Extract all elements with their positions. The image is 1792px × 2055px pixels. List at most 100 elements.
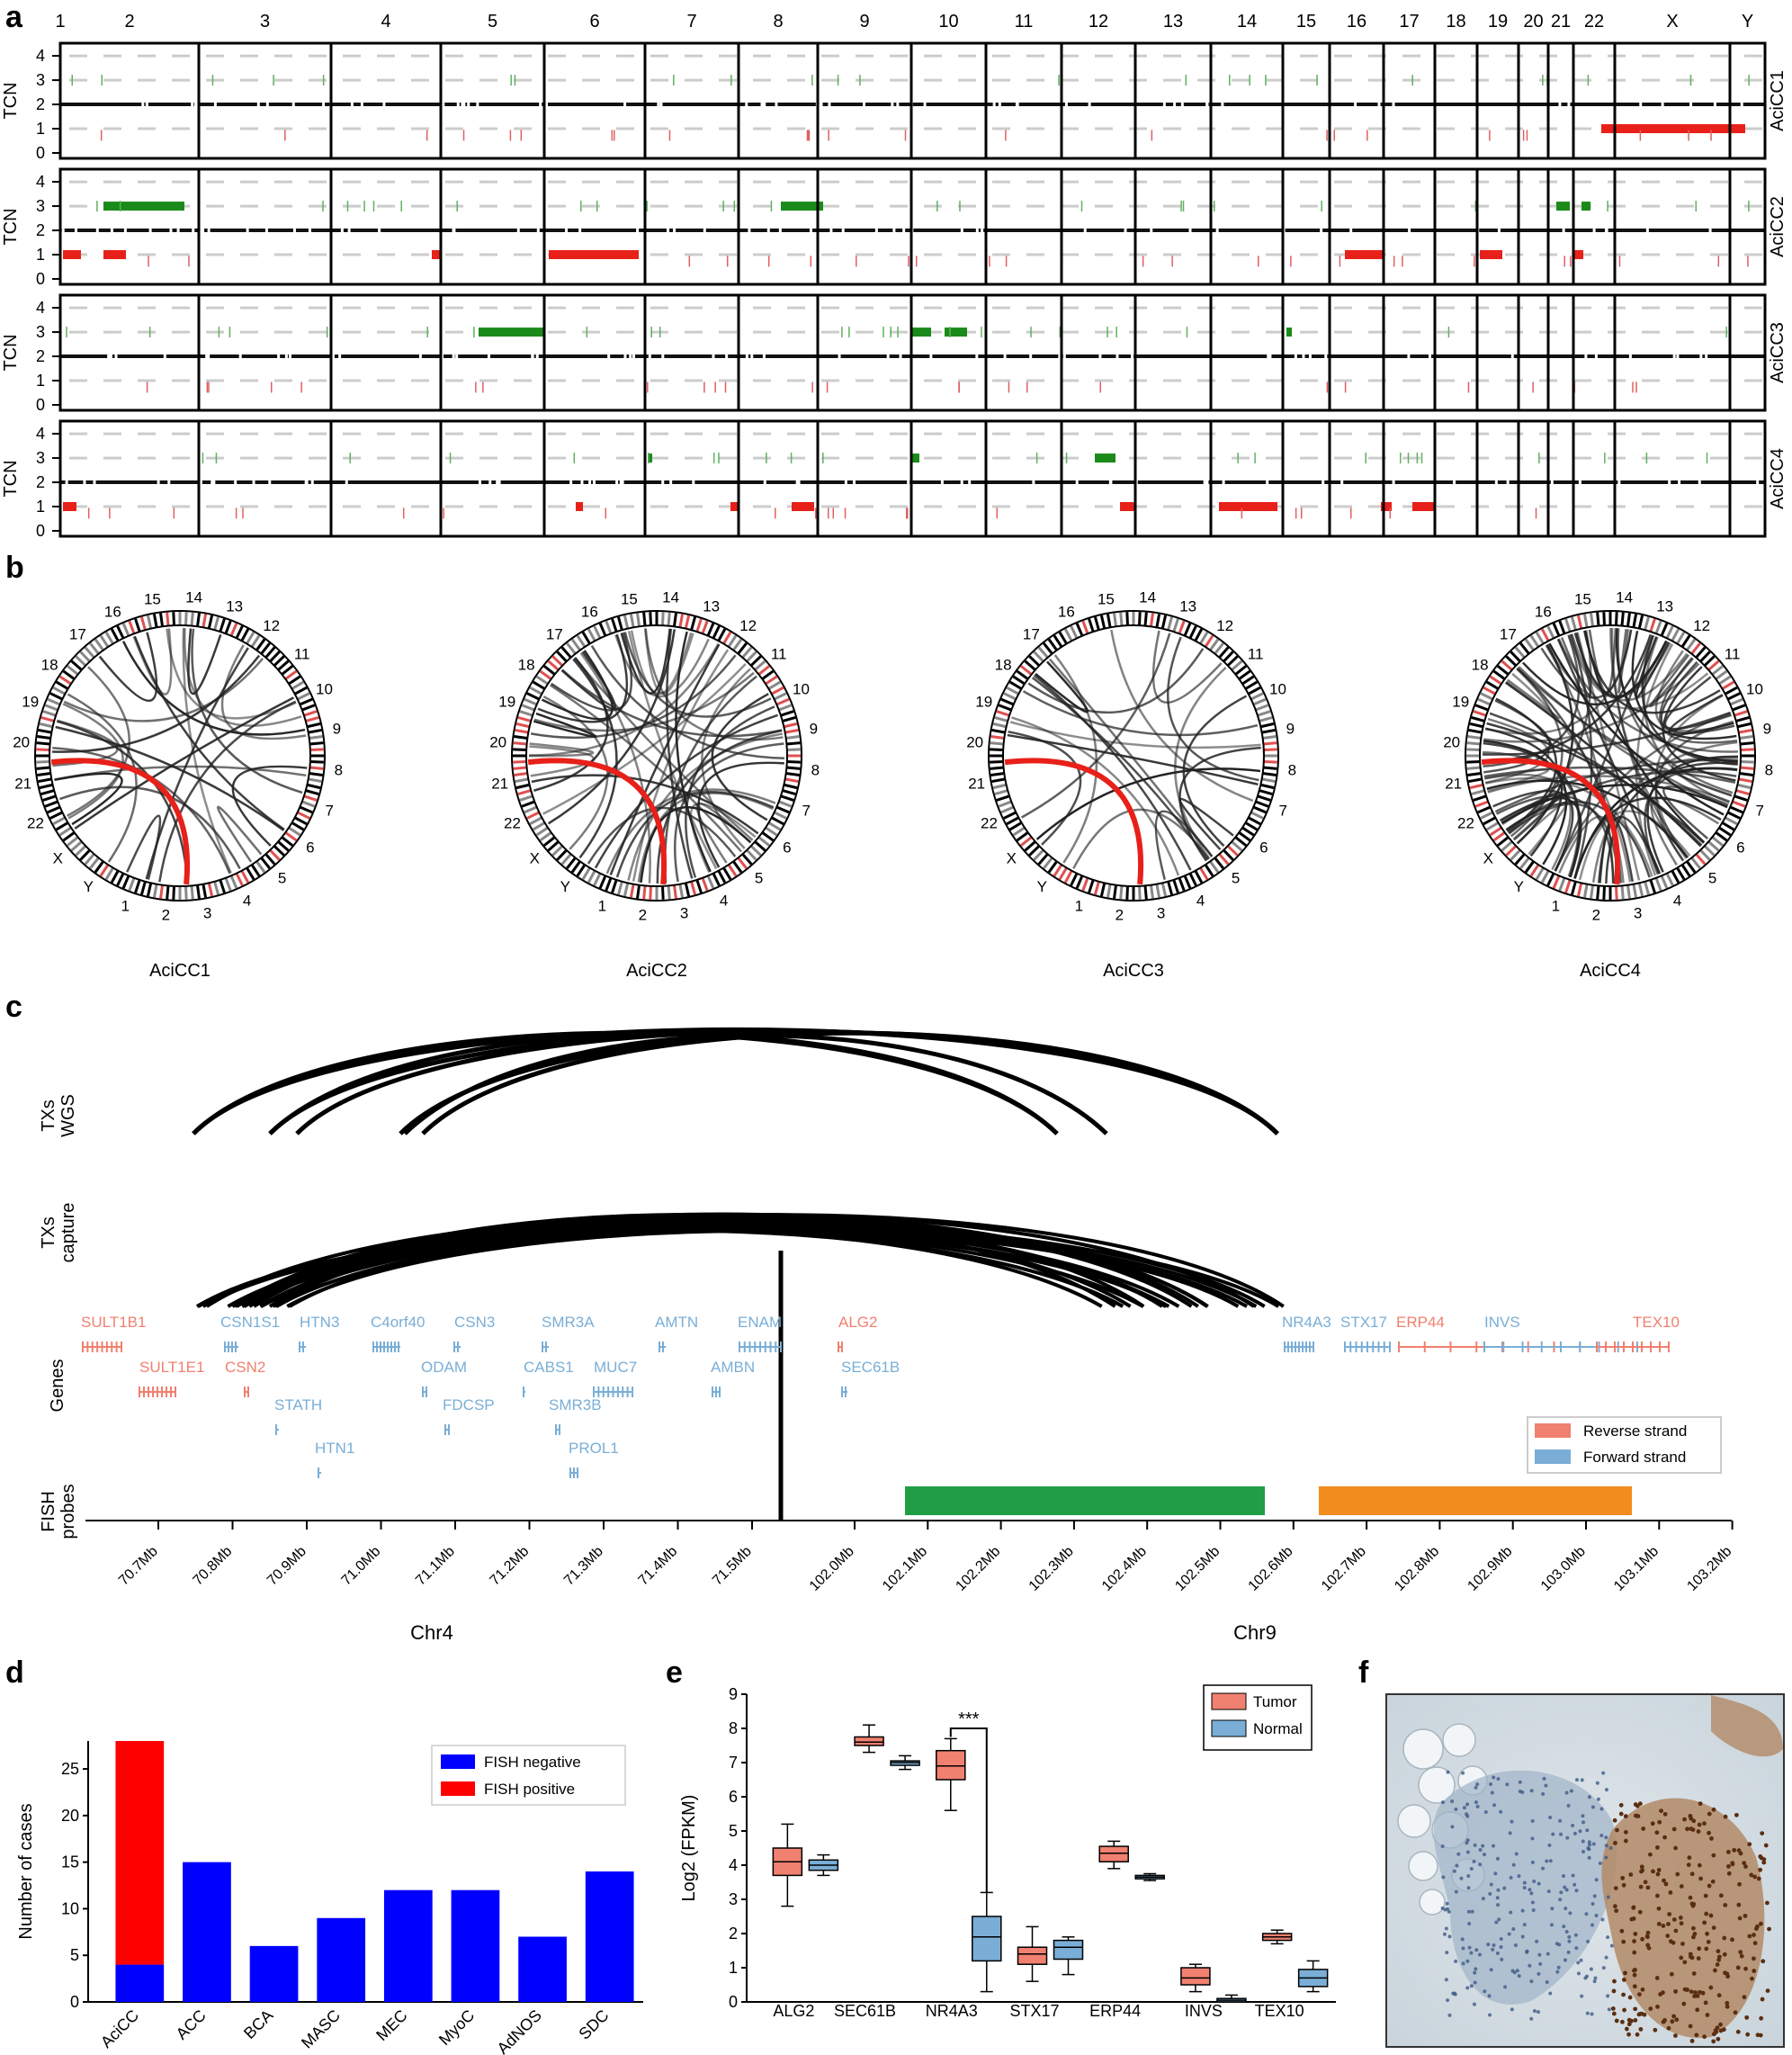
circos-chord — [1560, 632, 1592, 697]
circos-band — [1088, 879, 1095, 893]
circos-chrom-label: 3 — [1634, 904, 1642, 921]
circos-band — [66, 836, 79, 847]
circos-band — [293, 816, 308, 826]
counterstained-nucleus — [1475, 1804, 1480, 1808]
counterstained-nucleus — [1465, 1850, 1470, 1854]
circos-band — [1680, 634, 1691, 648]
circos-band — [649, 885, 652, 900]
circos-chrom-label: 18 — [518, 656, 535, 673]
counterstained-nucleus — [1571, 1824, 1575, 1828]
counterstained-nucleus — [1510, 2007, 1514, 2012]
circos-band — [166, 612, 170, 626]
circos-band — [784, 722, 798, 729]
circos-chrom-label: 7 — [326, 803, 334, 820]
counterstained-nucleus — [1568, 1911, 1572, 1916]
stained-nucleus — [1742, 1861, 1747, 1866]
circos-chord — [549, 684, 742, 853]
stained-nucleus — [1611, 2011, 1617, 2016]
circos-band — [642, 612, 647, 626]
counterstained-nucleus — [1454, 1889, 1458, 1894]
stained-nucleus — [1662, 1811, 1668, 1817]
bar-ytick-label: 20 — [61, 1807, 79, 1825]
counterstained-nucleus — [1581, 1814, 1585, 1818]
circos-band — [661, 612, 665, 626]
counterstained-nucleus — [1474, 1967, 1478, 1971]
gene-label-SMR3A: SMR3A — [542, 1314, 595, 1331]
counterstained-nucleus — [1587, 1795, 1591, 1799]
chr4-tick-label: 71.3Mb — [561, 1544, 606, 1589]
circos-band — [623, 615, 630, 629]
counterstained-nucleus — [1488, 2013, 1492, 2017]
circos-chord — [62, 703, 124, 820]
circos-band — [1053, 634, 1063, 648]
counterstained-nucleus — [1499, 1945, 1503, 1950]
circos-band — [1519, 642, 1530, 655]
circos-band — [104, 631, 114, 645]
stained-nucleus — [1626, 2017, 1632, 2023]
counterstained-nucleus — [1496, 1903, 1501, 1907]
circos-band — [1244, 680, 1259, 690]
circos-band — [513, 748, 527, 751]
counterstained-nucleus — [1520, 1934, 1525, 1939]
counterstained-nucleus — [1532, 1879, 1537, 1883]
circos-band — [992, 722, 1007, 729]
counterstained-nucleus — [1470, 1909, 1474, 1914]
stained-nucleus — [1656, 1868, 1662, 1872]
circos-band — [994, 789, 1008, 796]
counterstained-nucleus — [1601, 1771, 1606, 1775]
chrom-label-5: 5 — [488, 12, 497, 31]
circos-band — [1247, 816, 1261, 826]
fat-cell — [1397, 1804, 1431, 1838]
circos-band — [598, 875, 607, 889]
circos-band — [70, 660, 83, 671]
bar-ytick-label: 0 — [70, 1993, 79, 2011]
bar-ytick-label: 10 — [61, 1899, 79, 1917]
stained-nucleus — [1716, 1949, 1721, 1954]
panel-letter-d: d — [5, 1656, 24, 1690]
stained-nucleus — [1765, 1900, 1770, 1906]
circos-band — [1155, 614, 1161, 628]
circos-band — [1737, 783, 1752, 790]
stained-nucleus — [1718, 1893, 1724, 1898]
circos-band — [1255, 800, 1269, 808]
counterstained-nucleus — [1454, 1807, 1458, 1811]
stained-nucleus — [1645, 1934, 1650, 1940]
counterstained-nucleus — [1495, 1856, 1500, 1861]
cn-track-AciCC3: 0 1 2 3 4 TCN AciCC3 — [1, 293, 1788, 414]
circos-band — [1729, 805, 1743, 814]
stained-nucleus — [1673, 1928, 1679, 1934]
counterstained-nucleus — [1461, 1771, 1465, 1775]
counterstained-nucleus — [1443, 1907, 1447, 1912]
counterstained-nucleus — [1474, 1785, 1478, 1790]
circos-band — [58, 675, 72, 686]
stained-nucleus — [1736, 1902, 1742, 1907]
circos-band — [1485, 680, 1500, 690]
circos-chrom-label: 5 — [278, 870, 286, 887]
counterstained-nucleus — [1530, 1860, 1535, 1864]
stained-nucleus — [1678, 1916, 1683, 1920]
stained-nucleus — [1675, 1871, 1680, 1877]
chr9-tick-label: 102.1Mb — [880, 1544, 930, 1594]
circos-band — [542, 665, 556, 676]
circos-band — [784, 783, 798, 790]
circos-band — [224, 877, 232, 892]
circos-band — [79, 651, 91, 663]
counterstained-nucleus — [1502, 1886, 1507, 1890]
counterstained-nucleus — [1492, 1775, 1496, 1780]
circos-band — [299, 805, 313, 814]
cn-gain-segment — [479, 328, 544, 337]
circos-chord — [533, 657, 609, 792]
circos-chord — [1662, 666, 1736, 782]
stained-nucleus — [1689, 1954, 1693, 1960]
circos-band — [1081, 620, 1089, 634]
box-category-label: INVS — [1185, 2002, 1223, 2020]
stained-nucleus — [1623, 1838, 1628, 1844]
circos-band — [1473, 794, 1487, 802]
circos-band — [1058, 866, 1068, 881]
circos-band — [52, 816, 67, 826]
stained-nucleus — [1760, 1831, 1765, 1835]
box-ytick-label: 7 — [729, 1754, 738, 1772]
stained-nucleus — [1738, 1950, 1743, 1955]
counterstained-nucleus — [1599, 1807, 1604, 1811]
stained-nucleus — [1706, 1939, 1711, 1944]
